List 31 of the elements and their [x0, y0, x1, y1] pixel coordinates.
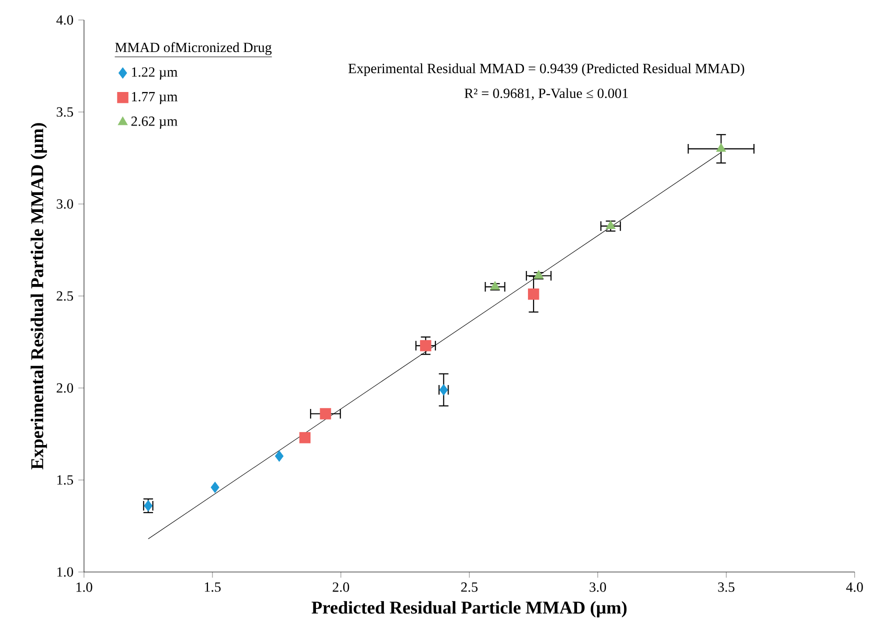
point: [528, 288, 540, 300]
legend-label: 1.22 µm: [132, 67, 178, 80]
y-tick-label: 3.5: [56, 107, 74, 117]
point: [274, 450, 284, 462]
legend-label: 1.77 µm: [132, 92, 178, 104]
y-tick-label: 3.0: [56, 199, 74, 209]
legend-label: 2.62 µm: [131, 116, 178, 129]
point: [299, 432, 311, 444]
point: [606, 220, 616, 230]
y-tick-label: 2.5: [56, 291, 74, 301]
point: [716, 143, 726, 152]
annotation: Experimental Residual MMAD = 0.9439 (Predicted Residual MMAD): [348, 63, 744, 76]
x-tick-label: 2.5: [461, 582, 478, 592]
x-tick-label: 1.5: [204, 582, 221, 592]
x-tick-label: 4.0: [846, 582, 863, 592]
x-tick-label: 2.0: [332, 582, 350, 592]
legend-title: MMAD ofMicronized Drug: [115, 42, 272, 56]
y-tick-label: 1.0: [57, 567, 74, 577]
x-tick-label: 1.0: [76, 582, 92, 592]
x-tick-label: 3.5: [718, 582, 734, 592]
point: [490, 281, 500, 290]
annotation: R² = 0.9681, P-Value ≤ 0.001: [464, 88, 628, 100]
y-tick-label: 4.0: [56, 15, 74, 25]
y-tick-label: 2.0: [56, 383, 74, 393]
point: [320, 408, 332, 420]
x-tick-label: 3.0: [590, 582, 606, 592]
y-tick-label: 1.5: [57, 475, 74, 485]
y-axis-title: Experimental Residual Particle MMAD (µm): [30, 123, 47, 470]
x-axis-title: Predicted Residual Particle MMAD (µm): [312, 601, 627, 618]
point: [210, 482, 220, 493]
point: [420, 340, 432, 352]
